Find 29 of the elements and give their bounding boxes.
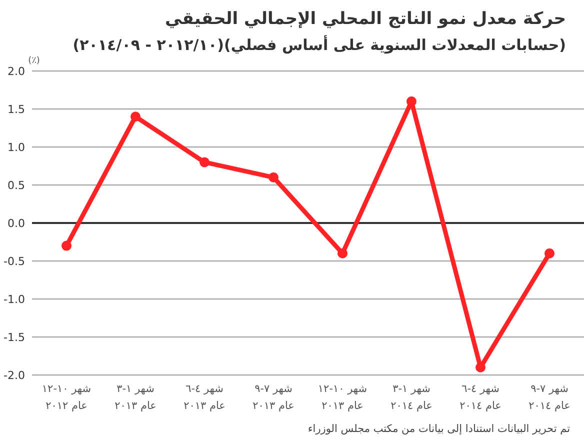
y-tick-label: 1.5	[8, 103, 25, 116]
y-tick-label: 0.5	[8, 179, 25, 192]
y-tick-label: 1.0	[8, 141, 25, 154]
chart-title: حركة معدل نمو الناتج المحلي الإجمالي الحقيقي	[164, 9, 566, 29]
y-tick-label: -1.0	[4, 293, 25, 306]
x-tick-label: شهر ١-٣ عام ٢٠١٤	[390, 383, 432, 412]
point	[62, 240, 72, 251]
point	[544, 248, 554, 258]
point	[476, 362, 486, 372]
x-tick-label: شهر ٧-٩ عام ٢٠١٤	[528, 383, 570, 412]
point	[338, 248, 348, 258]
y-tick-label: -2.0	[4, 369, 25, 382]
point	[200, 157, 210, 168]
x-tick-label: شهر ٤-٦ عام ٢٠١٤	[460, 383, 502, 412]
y-tick-label: -1.5	[4, 331, 25, 344]
point	[406, 96, 416, 106]
point	[268, 172, 278, 182]
x-tick-label: شهر ١٠-١٢ عام ٢٠١٣	[318, 383, 368, 412]
text: تم تحرير البيانات استنادا إلى بيانات من مكتب مجلس الوزراء	[308, 423, 570, 435]
chart-subtitle: (حسابات المعدلات السنوية على أساس فصلي)(٢٠١٢/١٠ - ٢٠١٤/٠٩)	[72, 35, 566, 54]
y-axis-title: (٪)	[28, 56, 40, 66]
point	[130, 112, 140, 122]
y-tick-label: -0.5	[4, 255, 25, 268]
x-tick-label: شهر ١-٣ عام ٢٠١٣	[114, 383, 156, 412]
x-tick-label: شهر ٤-٦ عام ٢٠١٣	[184, 383, 226, 412]
x-tick-label: شهر ٧-٩ عام ٢٠١٣	[252, 383, 294, 412]
x-tick-label: شهر ١٠-١٢ عام ٢٠١٢	[42, 383, 92, 412]
y-tick-label: 0.0	[8, 217, 25, 230]
y-tick-label: 2.0	[8, 65, 25, 78]
